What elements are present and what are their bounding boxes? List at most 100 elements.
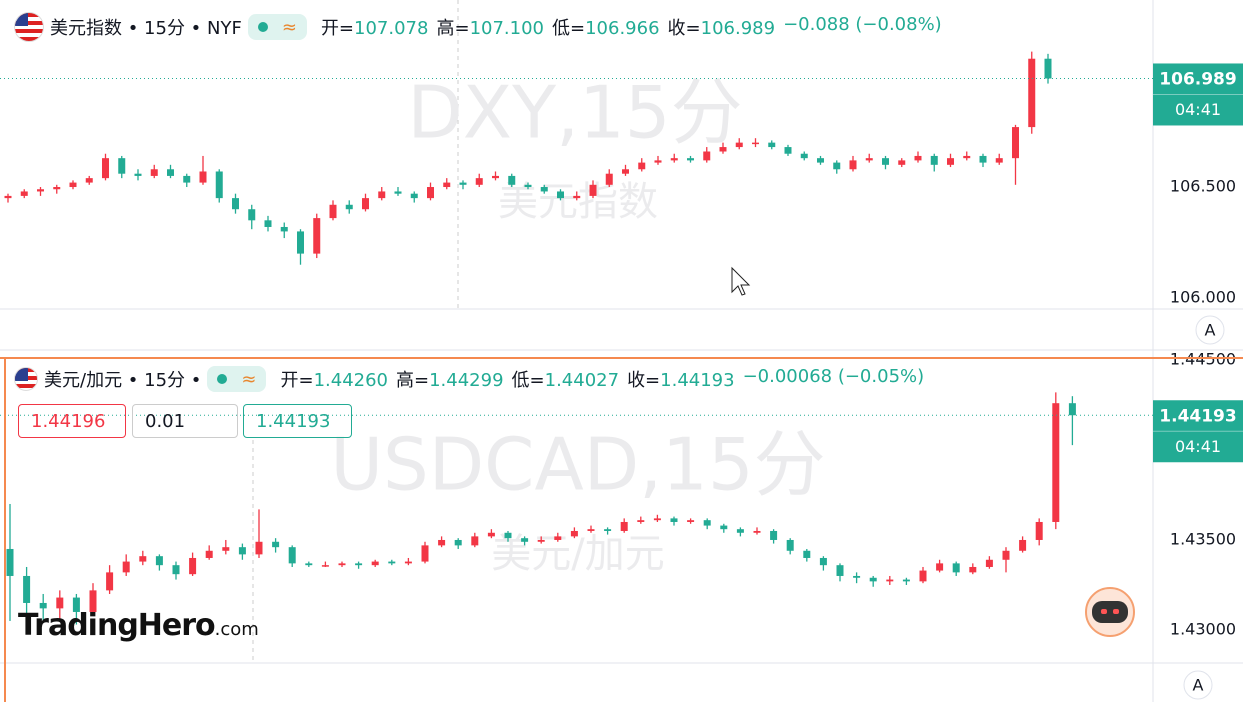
ohlc-field: 低=1.44027 — [512, 366, 620, 392]
candle-body — [1002, 550, 1010, 560]
ohlc-field: 开=1.44260 — [280, 366, 388, 392]
candle-body — [836, 565, 844, 576]
candle-body — [329, 204, 337, 219]
candle-body — [687, 520, 695, 522]
field-label: 开= — [320, 18, 355, 39]
candle-body — [919, 570, 927, 582]
candle-body — [427, 187, 434, 199]
candle-body — [20, 191, 28, 196]
ohlc-fields: 开=1.44260 高=1.44299 低=1.44027 收=1.44193 −0.0… — [272, 366, 924, 392]
sell-price[interactable]: 1.44196 — [18, 404, 126, 438]
candle-body — [421, 545, 429, 562]
scale-button[interactable] — [1195, 315, 1225, 345]
candle-body — [979, 155, 987, 163]
field-label: 开= — [280, 370, 314, 391]
candle-body — [222, 547, 230, 551]
candle-body — [255, 541, 263, 555]
field-value: 106.966 — [585, 18, 660, 39]
candle-body — [410, 193, 418, 199]
scale-button-label[interactable]: A — [1193, 676, 1204, 695]
candle-body — [272, 541, 280, 548]
ohlc-field: 高=107.100 — [436, 14, 544, 40]
candle-body — [355, 563, 363, 566]
candle-body — [1068, 403, 1076, 416]
logo-name: TradingHero — [18, 608, 216, 643]
candle-body — [1012, 127, 1019, 159]
candle-body — [573, 195, 581, 199]
candle-body — [720, 525, 728, 530]
candle-body — [703, 151, 711, 161]
candle-body — [770, 530, 778, 540]
candle-body — [719, 147, 727, 152]
candle-body — [443, 182, 451, 188]
watermark: 美元/加元 — [491, 531, 664, 577]
cursor — [731, 266, 751, 296]
candle-body — [459, 182, 467, 185]
candle-body — [404, 561, 412, 564]
candle-body — [39, 602, 47, 609]
candle-body — [167, 169, 174, 176]
candle-body — [305, 563, 313, 566]
quantity[interactable]: 0.01 — [132, 404, 238, 438]
flag — [14, 367, 38, 391]
candle-body — [471, 536, 479, 546]
watermark: 美元指数 — [498, 179, 658, 225]
candle-body — [139, 556, 147, 562]
candle-body — [521, 538, 529, 542]
candle-body — [371, 561, 379, 566]
candle-body — [985, 559, 993, 567]
candle-body — [604, 529, 612, 531]
candle-body — [183, 175, 191, 183]
candle-body — [524, 184, 532, 188]
candle-body — [849, 160, 857, 170]
scale-button-label[interactable]: A — [1205, 321, 1216, 340]
countdown: 04:41 — [1175, 437, 1221, 456]
candle-body — [882, 158, 889, 165]
ohlc-fields: 开=107.078 高=107.100 低=106.966 收=106.989 −0.0… — [313, 14, 942, 40]
candle-body — [205, 550, 213, 558]
legend: 美元指数 • 15分 • NYF ≈ 开=107.078 高=107.100 低=1… — [14, 12, 942, 42]
candle-body — [454, 539, 462, 546]
price-label: 1.44193 — [1159, 406, 1236, 426]
candle-body — [752, 142, 759, 145]
candle-body — [930, 155, 938, 165]
candle-body — [540, 187, 548, 192]
candle-body — [297, 231, 304, 254]
candle-body — [819, 557, 827, 566]
countdown: 04:41 — [1175, 100, 1221, 119]
candle-body — [321, 565, 329, 567]
candle-body — [85, 178, 93, 183]
candle-body — [394, 191, 402, 194]
y-tick-label: 1.43500 — [1170, 529, 1236, 548]
field-value: 1.44299 — [429, 370, 504, 391]
candle-body — [670, 158, 678, 161]
candle-body — [492, 175, 499, 179]
candle-body — [508, 175, 516, 185]
candle-body — [1052, 403, 1060, 522]
y-tick-label: 1.43000 — [1170, 619, 1236, 638]
candle-body — [199, 171, 207, 183]
field-label: 高= — [396, 370, 430, 391]
candle-body — [995, 158, 1003, 163]
assistant-icon[interactable] — [1085, 587, 1135, 637]
candle-body — [280, 226, 288, 232]
field-value: 1.44193 — [660, 370, 735, 391]
symbol-title: 美元/加元 • 15分 • — [44, 370, 202, 391]
candle-body — [898, 160, 906, 165]
field-value: 106.989 — [700, 18, 776, 39]
candle-body — [637, 520, 645, 522]
candle-body — [1035, 521, 1043, 540]
candle-body — [388, 561, 396, 564]
candle-body — [936, 563, 944, 571]
candle-body — [172, 565, 180, 575]
candle-body — [4, 195, 12, 199]
status-pill[interactable]: ≈ — [207, 366, 267, 392]
candle-body — [89, 590, 97, 612]
status-pill[interactable]: ≈ — [247, 14, 307, 40]
scale-button[interactable] — [1183, 670, 1213, 700]
buy-price[interactable]: 1.44193 — [243, 404, 352, 438]
candle-body — [37, 189, 44, 192]
watermark: DXY,15分 — [407, 71, 742, 155]
